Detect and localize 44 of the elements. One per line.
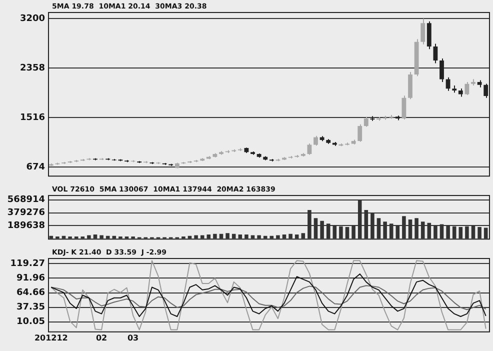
y-tick-label: 379276 <box>7 208 45 218</box>
bar <box>244 234 248 239</box>
bar <box>194 235 198 239</box>
bar <box>250 235 255 239</box>
candlestick <box>446 76 450 92</box>
candlestick <box>426 20 432 50</box>
candlestick <box>307 143 312 156</box>
y-tick-label: 1516 <box>20 112 45 123</box>
bar <box>257 235 261 239</box>
bar <box>288 234 292 239</box>
x-tick-label: 201212 <box>34 333 68 342</box>
y-tick-label: 10.05 <box>16 317 45 328</box>
bar <box>226 233 230 239</box>
candlestick <box>402 95 406 120</box>
x-tick-label: 02 <box>96 333 108 342</box>
y-tick-label: 189638 <box>7 221 45 232</box>
bar <box>200 235 204 239</box>
bar <box>213 234 217 239</box>
y-tick-label: 64.66 <box>16 288 45 298</box>
bar <box>238 234 242 239</box>
candlestick <box>440 58 444 83</box>
candlestick <box>358 124 362 142</box>
candlestick <box>433 43 438 64</box>
bar <box>93 234 98 239</box>
y-tick-label: 3200 <box>20 14 45 24</box>
y-tick-label: 91.96 <box>16 274 45 284</box>
bar <box>87 235 91 239</box>
y-tick-label: 568914 <box>7 195 45 206</box>
y-tick-label: 37.35 <box>16 302 45 313</box>
bar <box>206 234 211 239</box>
candlestick <box>408 72 412 100</box>
y-tick-label: 119.27 <box>10 259 45 270</box>
bar <box>301 233 306 239</box>
candlestick <box>314 135 318 146</box>
candlestick <box>364 116 368 128</box>
y-tick-label: 674 <box>26 162 45 172</box>
candlestick <box>420 18 426 45</box>
candlestick <box>464 82 470 96</box>
bar <box>100 235 104 239</box>
bar <box>294 234 299 239</box>
bar <box>276 235 280 239</box>
y-tick-label: 2358 <box>20 63 45 74</box>
x-tick-label: 03 <box>127 333 139 342</box>
bar <box>282 234 286 239</box>
